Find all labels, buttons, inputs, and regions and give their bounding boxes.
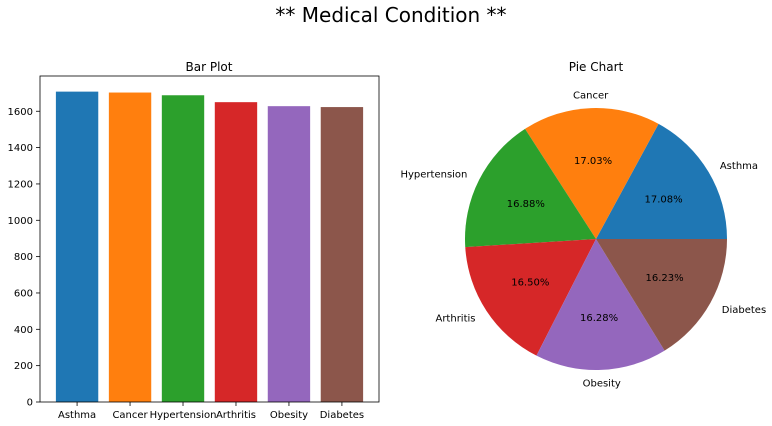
y-tick-label: 1000 [8, 216, 33, 227]
bar-diabetes [320, 107, 364, 402]
pie-pct-label: 17.03% [574, 156, 612, 167]
x-tick-label: Hypertension [150, 410, 217, 421]
bar-plot: Bar Plot Asthma Cancer Hypertension Arthrit… [8, 60, 380, 421]
y-tick-label: 400 [14, 325, 33, 336]
y-tick-label: 1400 [8, 143, 33, 154]
pie-slice-diabetes [596, 239, 727, 351]
pie-category-label: Arthritis [435, 314, 475, 325]
x-tick-label: Arthritis [216, 410, 256, 421]
y-tick-label: 1200 [8, 179, 33, 190]
y-tick-label: 200 [14, 361, 33, 372]
x-tick-label: Cancer [112, 410, 148, 421]
pie-pct-label: 16.50% [511, 278, 549, 289]
y-tick-label: 0 [27, 398, 33, 409]
x-tick-label: Asthma [58, 410, 96, 421]
x-tick-label: Diabetes [320, 410, 364, 421]
figure-title: ** Medical Condition ** [275, 3, 506, 27]
pie-slice-arthritis [465, 239, 596, 356]
pie-chart-title: Pie Chart [569, 60, 624, 74]
bar-cancer [108, 92, 152, 403]
y-tick-label: 1600 [8, 107, 33, 118]
pie-pct-label: 16.23% [646, 273, 684, 284]
bar-plot-area: Asthma Cancer Hypertension Arthritis Obesity… [8, 75, 380, 421]
pie-category-label: Diabetes [722, 305, 766, 316]
pie-slice-obesity [536, 239, 665, 371]
bar-plot-title: Bar Plot [186, 60, 233, 74]
pie-category-label: Asthma [720, 161, 758, 172]
pie-pct-label: 16.28% [580, 313, 618, 324]
pie-slice-asthma [596, 123, 727, 239]
pie-area: 17.08% Asthma 17.03% Cancer 16.88% Hypertensi… [400, 91, 766, 390]
pie-slice-cancer [525, 107, 659, 239]
bar-asthma [55, 91, 99, 402]
pie-category-label: Obesity [583, 378, 621, 389]
pie-pct-label: 17.08% [644, 194, 682, 205]
pie-category-label: Cancer [573, 91, 609, 102]
bar-obesity [267, 106, 311, 403]
bar-hypertension [161, 95, 205, 402]
y-tick-label: 800 [14, 252, 33, 263]
y-tick-label: 600 [14, 288, 33, 299]
axes-frame [39, 75, 380, 403]
pie-pct-label: 16.88% [507, 199, 545, 210]
x-tick-label: Obesity [270, 410, 308, 421]
pie-slice-hypertension [465, 128, 596, 248]
bar-arthritis [214, 102, 258, 402]
pie-category-label: Hypertension [400, 169, 467, 180]
pie-chart: Pie Chart 17.08% Asthma 17.03% Cancer 16.88%… [400, 60, 766, 389]
